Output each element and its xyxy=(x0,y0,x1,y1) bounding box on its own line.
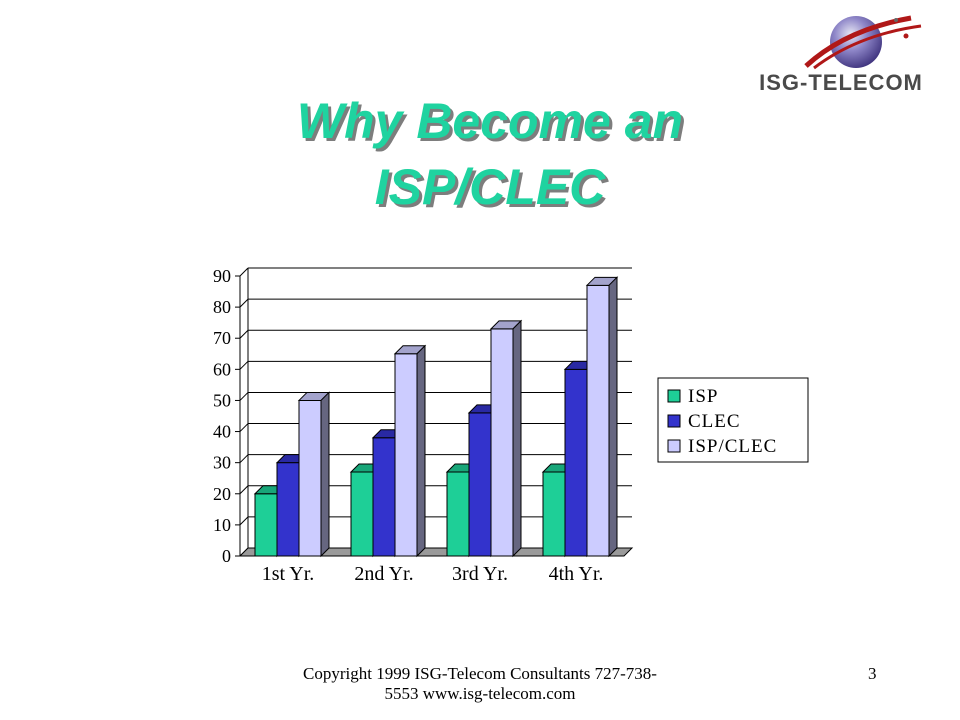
legend-box xyxy=(657,377,809,463)
y-tick-label: 60 xyxy=(213,359,231,379)
legend-swatch xyxy=(667,389,681,403)
grid-diagonal xyxy=(239,392,249,401)
bar-side xyxy=(320,391,330,558)
bar-isp-clec xyxy=(298,399,322,557)
x-tick-label: 1st Yr. xyxy=(262,563,315,585)
legend-label: ISP/CLEC xyxy=(688,436,777,457)
slide-title-line1: Why Become an xyxy=(296,93,684,149)
bar-clec xyxy=(468,412,492,557)
bar-side xyxy=(608,276,618,558)
bar-clec xyxy=(276,462,300,557)
y-tick-label: 50 xyxy=(213,390,231,410)
bar-isp-clec xyxy=(394,353,418,557)
bar-side xyxy=(512,319,522,558)
grid-diagonal xyxy=(239,329,249,339)
grid-diagonal xyxy=(239,485,249,495)
y-tick-label: 90 xyxy=(213,266,231,286)
x-tick-label: 2nd Yr. xyxy=(354,563,413,585)
bar-isp xyxy=(350,471,374,557)
bar-isp-clec xyxy=(586,284,610,557)
bar-isp xyxy=(254,493,278,557)
bar-clec xyxy=(372,437,396,557)
grid-diagonal xyxy=(239,267,249,277)
bar-side xyxy=(416,344,426,558)
page-number: 3 xyxy=(868,664,877,683)
bar-isp xyxy=(446,471,470,557)
legend-label: CLEC xyxy=(688,411,741,432)
y-tick-label: 40 xyxy=(213,422,231,442)
grid-diagonal xyxy=(239,360,249,370)
bar-isp xyxy=(542,471,566,557)
logo-text: ISG-TELECOM xyxy=(759,70,923,95)
y-tick-label: 80 xyxy=(213,297,231,317)
x-tick-label: 4th Yr. xyxy=(549,563,604,585)
y-tick-label: 70 xyxy=(213,328,231,348)
grid-diagonal xyxy=(239,423,249,432)
y-tick-label: 10 xyxy=(213,515,231,535)
globe-swoosh-icon xyxy=(804,15,922,70)
x-tick-label: 3rd Yr. xyxy=(452,563,508,585)
legend-swatch xyxy=(667,439,681,453)
legend-swatch xyxy=(667,414,681,428)
legend-label: ISP xyxy=(688,386,718,407)
slide-title-line2: ISP/CLEC xyxy=(374,159,606,215)
grid-diagonal xyxy=(239,454,249,464)
bar-clec xyxy=(564,368,588,557)
slide-title: Why Become an ISP/CLEC xyxy=(190,88,790,220)
company-logo: ISG-TELECOM xyxy=(736,8,946,100)
grid-diagonal xyxy=(239,298,249,308)
bar-isp-clec xyxy=(490,328,514,557)
y-tick-label: 20 xyxy=(213,484,231,504)
grid-diagonal xyxy=(239,516,249,526)
y-tick-label: 30 xyxy=(213,453,231,473)
y-tick-label: 0 xyxy=(222,546,231,566)
footer-copyright: Copyright 1999 ISG-Telecom Consultants 7… xyxy=(303,664,657,703)
